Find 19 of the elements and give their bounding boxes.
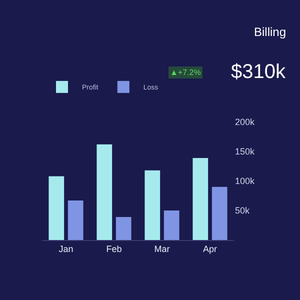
bar — [68, 200, 84, 240]
bar — [116, 216, 132, 240]
text: ▲+7.2% — [170, 68, 201, 77]
y-tick-label: 150k — [235, 146, 256, 157]
bar — [192, 158, 208, 240]
bar — [96, 144, 112, 240]
y-tick-label: 50k — [235, 206, 250, 216]
bar — [164, 210, 180, 240]
x-tick-label: Feb — [106, 244, 122, 254]
text: Billing — [254, 25, 286, 39]
text: $310k — [231, 61, 286, 83]
x-tick-label: Jan — [58, 244, 74, 254]
bar — [212, 186, 228, 240]
x-tick-label: Mar — [154, 244, 170, 254]
x-tick-label: Apr — [202, 244, 218, 254]
bar — [48, 176, 64, 240]
bar — [144, 170, 160, 240]
y-tick-label: 100k — [235, 176, 256, 186]
y-tick-label: 200k — [235, 117, 256, 128]
